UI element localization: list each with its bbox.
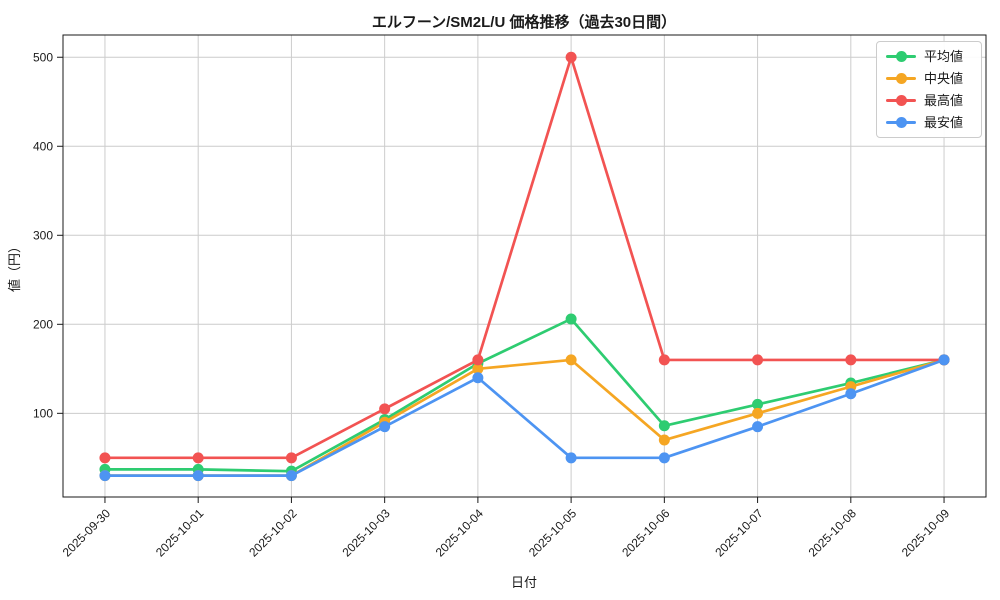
line-dot-marker-icon — [886, 93, 916, 108]
svg-text:2025-10-01: 2025-10-01 — [153, 506, 207, 560]
svg-text:2025-09-30: 2025-09-30 — [60, 506, 114, 560]
svg-text:2025-10-09: 2025-10-09 — [899, 506, 953, 560]
legend-item-median: 中央値 — [886, 71, 971, 86]
plot-border — [62, 34, 987, 498]
svg-text:2025-10-05: 2025-10-05 — [526, 506, 580, 560]
legend-label: 中央値 — [924, 71, 964, 86]
legend-label: 最高値 — [924, 93, 964, 108]
svg-text:2025-10-03: 2025-10-03 — [339, 506, 393, 560]
line-dot-marker-icon — [886, 71, 916, 86]
svg-text:400: 400 — [33, 139, 53, 153]
svg-text:100: 100 — [33, 406, 53, 420]
svg-text:300: 300 — [33, 228, 53, 242]
svg-text:200: 200 — [33, 317, 53, 331]
axis-ticks — [57, 56, 945, 503]
gridlines — [63, 35, 986, 497]
chart-title: エルフーン/SM2L/U 価格推移（過去30日間） — [372, 13, 676, 31]
series-lines — [99, 51, 950, 482]
svg-text:2025-10-07: 2025-10-07 — [712, 506, 766, 560]
svg-text:2025-10-04: 2025-10-04 — [433, 506, 487, 560]
svg-text:2025-10-08: 2025-10-08 — [806, 506, 860, 560]
legend-item-min: 最安値 — [886, 115, 971, 130]
legend: 平均値 中央値 最高値 最安値 — [876, 41, 982, 138]
line-dot-marker-icon — [886, 49, 916, 64]
legend-label: 最安値 — [924, 115, 964, 130]
x-axis-label: 日付 — [511, 575, 537, 590]
legend-item-max: 最高値 — [886, 93, 971, 108]
legend-label: 平均値 — [924, 49, 964, 64]
y-axis-label: 値（円） — [7, 240, 22, 292]
svg-text:500: 500 — [33, 50, 53, 64]
svg-text:2025-10-02: 2025-10-02 — [246, 506, 300, 560]
legend-item-mean: 平均値 — [886, 49, 971, 64]
line-dot-marker-icon — [886, 115, 916, 130]
tick-labels: 100 200 300 400 500 2025-09-30 2025-10-01 2025-… — [33, 50, 952, 559]
svg-text:2025-10-06: 2025-10-06 — [619, 506, 673, 560]
